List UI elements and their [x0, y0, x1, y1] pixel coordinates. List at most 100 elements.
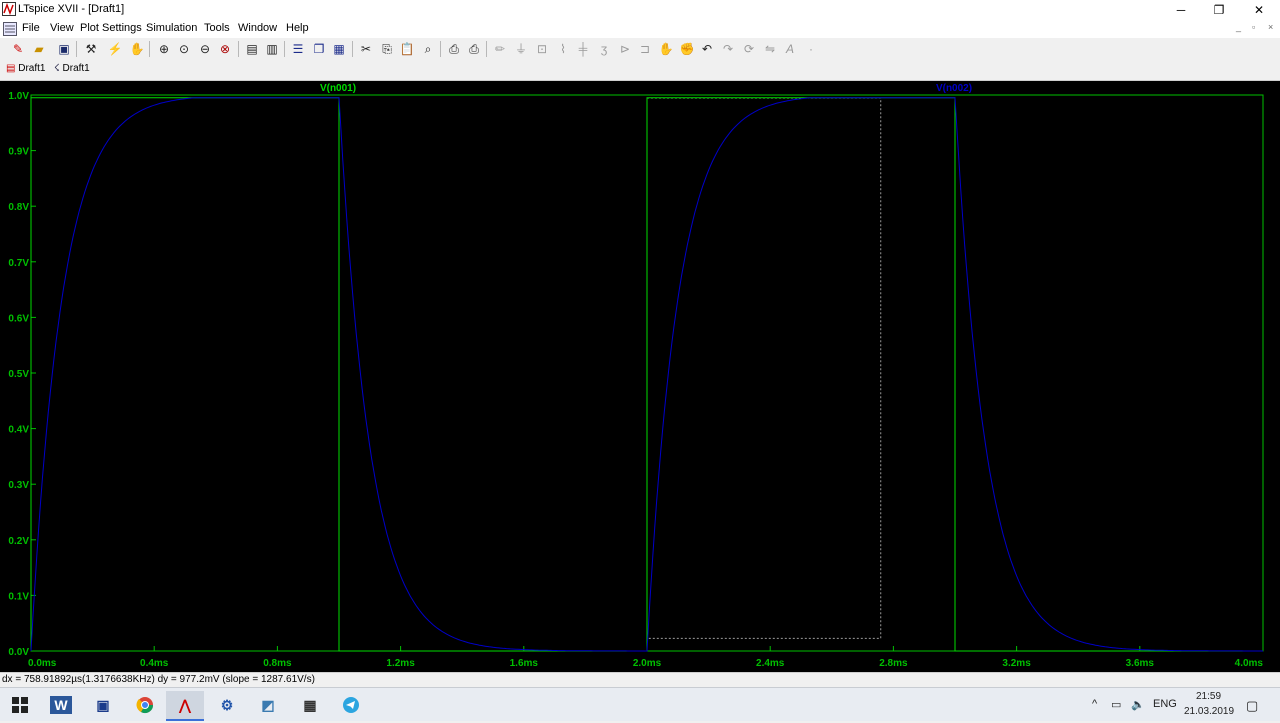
waveform-chart[interactable]: 0.0V 0.1V 0.2V 0.3V 0.4V 0.5V 0.6V 0.7V 0.8V 0.9V…: [0, 81, 1280, 672]
component-icon[interactable]: ⊐: [639, 42, 651, 56]
toolbar-separator: [284, 41, 285, 57]
print-icon[interactable]: ⎙: [469, 42, 479, 56]
menu-help[interactable]: Help: [286, 22, 309, 34]
zoom-area-icon[interactable]: ⊕: [158, 42, 170, 56]
y-tick-label: 0.6V: [8, 313, 29, 324]
text-icon[interactable]: A: [785, 42, 794, 56]
zoom-out-icon[interactable]: ⊖: [199, 42, 211, 56]
halt-hand-icon[interactable]: ✋: [129, 42, 145, 56]
x-tick-label: 2.0ms: [633, 658, 662, 669]
open-folder-icon[interactable]: ▰: [34, 42, 44, 56]
ltspice-app-icon: [2, 2, 16, 16]
waveform-icon: ▤: [6, 63, 16, 74]
control-panel-icon[interactable]: ⚒: [85, 42, 97, 56]
tab-schematic-draft1[interactable]: ☇ Draft1: [54, 63, 90, 74]
mdi-minimize-button[interactable]: _: [1236, 22, 1242, 32]
y-tick-label: 0.2V: [8, 536, 29, 547]
mdi-restore-button[interactable]: ▫: [1252, 22, 1256, 32]
redo-icon[interactable]: ↷: [722, 42, 734, 56]
restore-button[interactable]: ❐: [1213, 3, 1225, 17]
y-tick-label: 0.4V: [8, 425, 29, 436]
y-tick-label: 0.5V: [8, 369, 29, 380]
copy-icon[interactable]: ⎘: [382, 42, 392, 56]
x-tick-label: 0.4ms: [140, 658, 169, 669]
mdi-close-button[interactable]: ×: [1268, 22, 1274, 32]
cut-icon[interactable]: ✂: [360, 42, 372, 56]
toolbar-separator: [238, 41, 239, 57]
find-binoculars-icon[interactable]: ⌕: [424, 42, 432, 56]
inductor-icon[interactable]: ʒ: [600, 42, 608, 56]
capacitor-icon[interactable]: ╪: [578, 42, 588, 56]
x-tick-label: 4.0ms: [1235, 658, 1264, 669]
volume-icon[interactable]: 🔈: [1131, 699, 1145, 711]
zoom-in-icon[interactable]: ⊙: [178, 42, 190, 56]
y-tick-label: 0.7V: [8, 258, 29, 269]
tray-chevron-icon[interactable]: ^: [1092, 698, 1098, 710]
new-schematic-icon[interactable]: ✎: [12, 42, 24, 56]
trace-label-vn001: V(n001): [320, 83, 356, 94]
tab-label: Draft1: [62, 63, 90, 74]
cursor-selection-box: [646, 97, 882, 639]
search-tool-icon[interactable]: ⚙: [220, 697, 234, 713]
cascade-icon[interactable]: ❐: [313, 42, 325, 56]
x-tick-label: 3.6ms: [1126, 658, 1155, 669]
menu-simulation[interactable]: Simulation: [146, 22, 198, 34]
save-icon[interactable]: ▣: [58, 42, 70, 56]
draw-wire-icon[interactable]: ✏: [494, 42, 506, 56]
drag-hand-icon[interactable]: ✊: [679, 42, 695, 56]
diode-icon[interactable]: ⊳: [619, 42, 631, 56]
document-icon[interactable]: [3, 22, 17, 36]
calculator-icon[interactable]: ▦: [303, 697, 317, 713]
toolbar-separator: [486, 41, 487, 57]
paste-icon[interactable]: 📋: [399, 42, 415, 56]
label-net-icon[interactable]: ⊡: [536, 42, 548, 56]
telegram-icon[interactable]: [332, 691, 370, 719]
zoom-full-icon[interactable]: ⊗: [219, 42, 231, 56]
trace-label-vn002: V(n002): [936, 83, 972, 94]
title-bar: LTspice XVII - [Draft1] ─ ❐ ✕: [0, 0, 1280, 20]
mirror-icon[interactable]: ⇋: [764, 42, 776, 56]
ltspice-taskbar-icon[interactable]: ⋀: [166, 691, 204, 721]
rotate-icon[interactable]: ⟳: [743, 42, 755, 56]
waveform-plot[interactable]: 0.0V 0.1V 0.2V 0.3V 0.4V 0.5V 0.6V 0.7V 0.8V 0.9V…: [0, 81, 1280, 672]
menu-file[interactable]: File: [22, 22, 40, 34]
ground-icon[interactable]: ⏚: [514, 42, 527, 56]
chrome-icon[interactable]: [126, 691, 164, 719]
language-indicator[interactable]: ENG: [1153, 698, 1177, 710]
autorange-x-icon[interactable]: ▥: [266, 42, 278, 56]
schematic-icon: ☇: [54, 63, 60, 74]
close-button[interactable]: ✕: [1253, 3, 1265, 17]
notifications-icon[interactable]: ▢: [1246, 698, 1259, 713]
network-icon[interactable]: ▭: [1111, 699, 1122, 711]
trace-vn002: [30, 97, 1263, 652]
tab-label: Draft1: [18, 63, 46, 74]
toolbar-separator: [352, 41, 353, 57]
word-icon[interactable]: W: [42, 691, 80, 719]
cursor-readout: dx = 758.91892µs(1.3176638KHz) dy = 977.…: [2, 674, 315, 685]
move-hand-icon[interactable]: ✋: [658, 42, 674, 56]
run-icon[interactable]: ⚡: [107, 42, 123, 56]
y-tick-label: 0.9V: [8, 147, 29, 158]
resistor-icon[interactable]: ⌇: [560, 42, 566, 56]
tile-horizontal-icon[interactable]: ☰: [292, 42, 304, 56]
minimize-button[interactable]: ─: [1176, 3, 1186, 17]
tile-vertical-icon[interactable]: ▦: [333, 42, 345, 56]
spice-directive-icon[interactable]: ·: [809, 42, 813, 56]
save-floppy-icon[interactable]: ▣: [96, 697, 110, 713]
x-tick-label: 2.4ms: [756, 658, 785, 669]
tab-waveform-draft1[interactable]: ▤ Draft1: [6, 63, 45, 74]
menu-plot-settings[interactable]: Plot Settings: [80, 22, 142, 34]
windows-start-icon[interactable]: [1, 691, 39, 719]
menu-window[interactable]: Window: [238, 22, 278, 34]
clock-date[interactable]: 21.03.2019: [1184, 706, 1235, 717]
window-title: LTspice XVII - [Draft1]: [18, 3, 125, 15]
menu-tools[interactable]: Tools: [204, 22, 230, 34]
autorange-y-icon[interactable]: ▤: [246, 42, 258, 56]
undo-icon[interactable]: ↶: [701, 42, 713, 56]
x-tick-label: 1.6ms: [510, 658, 539, 669]
print-setup-icon[interactable]: ⎙: [449, 42, 459, 56]
menu-view[interactable]: View: [50, 22, 74, 34]
clock-time[interactable]: 21:59: [1196, 691, 1222, 702]
y-tick-label: 0.0V: [8, 647, 29, 658]
file-tool-icon[interactable]: ◩: [261, 697, 275, 713]
